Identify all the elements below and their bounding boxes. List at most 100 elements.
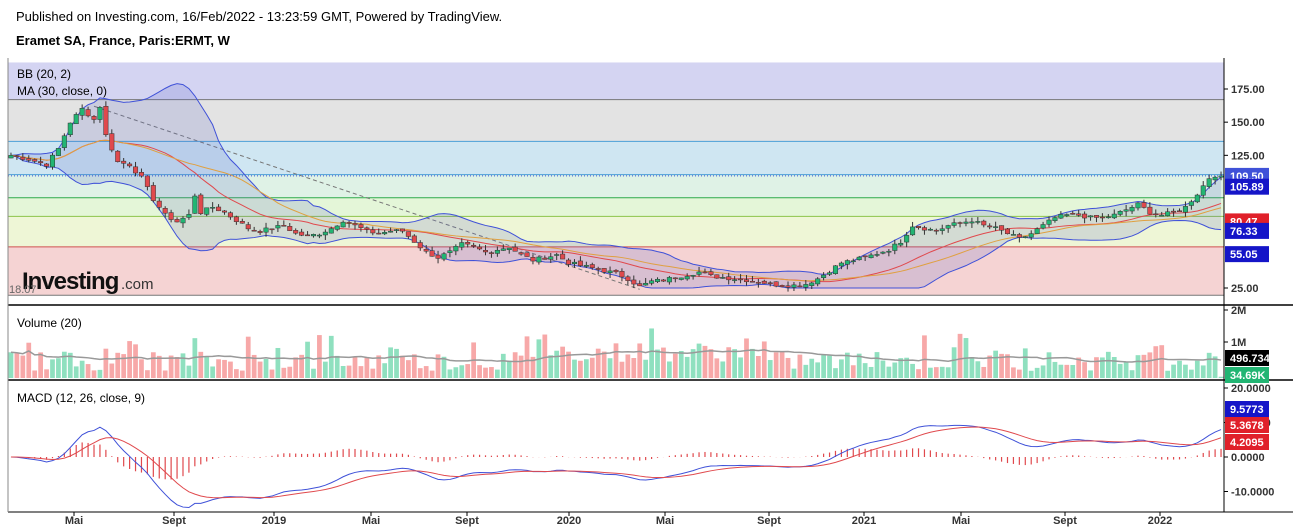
volume-bar[interactable] [109,363,115,378]
candle-body[interactable] [73,114,79,125]
candle-body[interactable] [328,228,334,234]
candle-body[interactable] [97,107,103,120]
volume-bar[interactable] [32,370,38,378]
candle-body[interactable] [500,248,506,251]
candle-body[interactable] [1129,207,1135,212]
candle-body[interactable] [554,254,560,256]
volume-bar[interactable] [916,369,921,378]
candle-body[interactable] [370,229,376,234]
volume-bar[interactable] [1171,364,1176,378]
candle-body[interactable] [14,155,20,157]
volume-bar[interactable] [1082,362,1087,378]
candle-body[interactable] [204,207,210,215]
candle-body[interactable] [435,254,441,259]
volume-bar[interactable] [1123,362,1129,378]
volume-bar[interactable] [1218,376,1224,378]
candle-body[interactable] [607,270,613,273]
candle-body[interactable] [850,260,856,263]
volume-bar[interactable] [1028,370,1034,378]
candle-body[interactable] [1040,224,1046,229]
volume-bar[interactable] [352,356,358,378]
candle-body[interactable] [198,194,204,214]
candle-body[interactable] [856,256,862,261]
volume-bar[interactable] [459,365,465,378]
candle-body[interactable] [1088,215,1094,218]
candle-body[interactable] [684,276,690,280]
candle-body[interactable] [465,242,471,245]
volume-bar[interactable] [827,355,832,378]
volume-bar[interactable] [939,366,945,378]
volume-bar[interactable] [500,353,506,378]
volume-bar[interactable] [1022,348,1028,378]
volume-bar[interactable] [394,348,399,378]
candle-body[interactable] [1135,202,1141,209]
candle-body[interactable] [660,279,666,282]
candle-body[interactable] [1117,211,1123,215]
candle-body[interactable] [595,268,601,270]
candle-body[interactable] [127,163,133,167]
volume-bar[interactable] [162,370,168,378]
candle-body[interactable] [767,282,773,284]
candle-body[interactable] [1206,178,1212,187]
volume-bar[interactable] [79,360,85,378]
volume-bar[interactable] [957,333,963,378]
candle-body[interactable] [910,226,916,236]
volume-bar[interactable] [20,355,26,378]
volume-bar[interactable] [880,360,886,378]
candle-body[interactable] [619,271,625,278]
volume-bar[interactable] [821,354,826,378]
volume-bar[interactable] [554,350,560,378]
candle-body[interactable] [809,282,815,286]
candle-body[interactable] [269,228,275,231]
volume-bar[interactable] [506,360,512,378]
volume-bar[interactable] [299,354,304,378]
candle-body[interactable] [115,150,121,162]
candle-body[interactable] [933,229,939,232]
candle-body[interactable] [832,265,838,274]
candle-body[interactable] [601,268,607,273]
candle-body[interactable] [210,207,216,209]
volume-bar[interactable] [696,343,702,378]
candle-body[interactable] [44,163,50,167]
volume-bar[interactable] [999,353,1004,378]
candle-body[interactable] [1200,185,1206,196]
volume-bar[interactable] [815,362,821,378]
candle-body[interactable] [518,252,524,255]
candle-body[interactable] [411,235,417,243]
volume-bar[interactable] [447,369,453,378]
volume-bar[interactable] [844,352,850,378]
candle-body[interactable] [791,284,797,288]
candle-body[interactable] [785,285,791,288]
volume-bar[interactable] [406,360,411,378]
volume-bar[interactable] [1094,357,1099,378]
volume-bar[interactable] [1016,369,1022,378]
candle-body[interactable] [524,252,530,257]
volume-bar[interactable] [311,368,316,378]
candle-body[interactable] [340,221,346,228]
candle-body[interactable] [506,247,512,250]
volume-bar[interactable] [744,338,749,378]
candle-body[interactable] [174,219,180,223]
volume-bar[interactable] [1111,357,1117,378]
volume-bar[interactable] [14,353,20,378]
candle-body[interactable] [749,280,755,283]
volume-bar[interactable] [928,367,933,378]
volume-bar[interactable] [809,358,815,378]
candle-body[interactable] [334,225,340,230]
candle-body[interactable] [477,246,483,250]
candle-body[interactable] [1034,228,1040,234]
volume-bar[interactable] [589,357,595,378]
candle-body[interactable] [299,231,305,236]
candle-body[interactable] [993,226,999,228]
volume-bar[interactable] [388,347,393,378]
candle-body[interactable] [1182,206,1188,213]
candle-body[interactable] [589,264,595,269]
volume-bar[interactable] [364,357,370,378]
volume-bar[interactable] [892,362,898,378]
volume-bar[interactable] [477,365,482,378]
volume-bar[interactable] [453,367,459,378]
candle-body[interactable] [482,250,489,253]
volume-bar[interactable] [833,368,838,378]
candle-body[interactable] [708,271,714,275]
volume-bar[interactable] [293,357,299,378]
